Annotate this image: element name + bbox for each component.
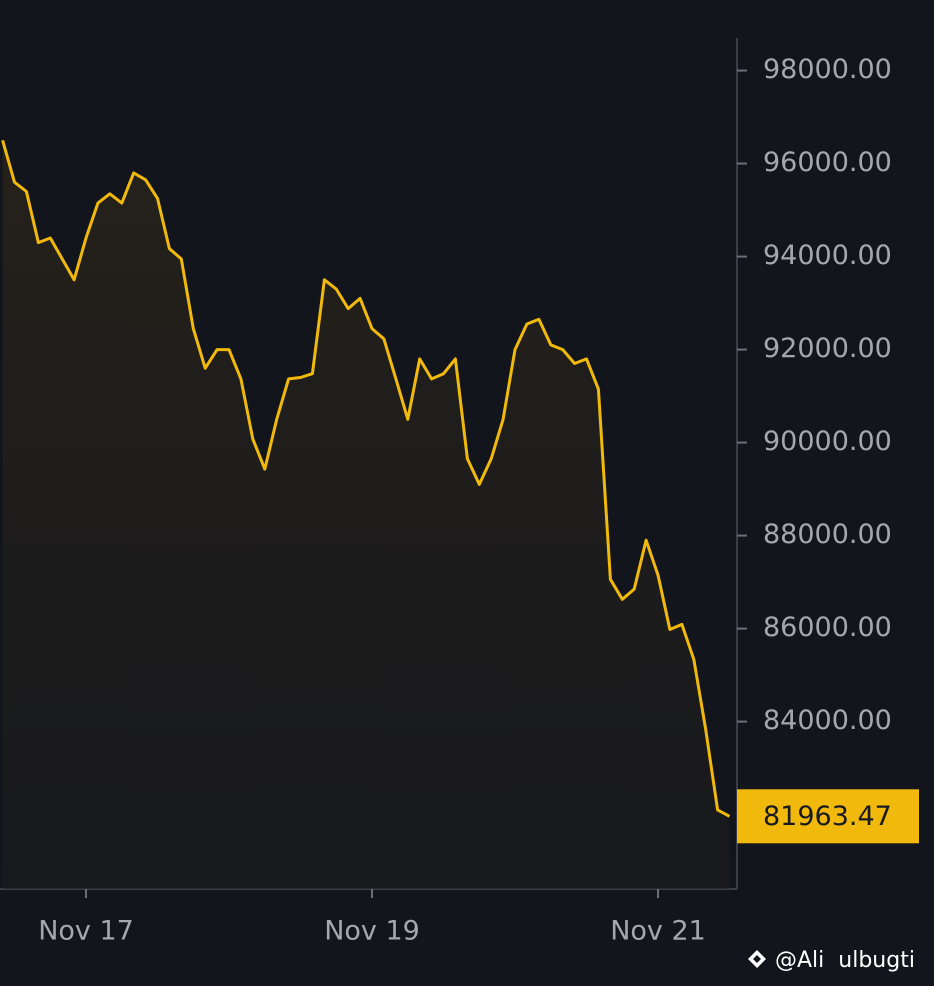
price-line: [1, 139, 731, 818]
y-tick-label: 94000.00: [763, 240, 892, 271]
watermark: @Ali ulbugti: [748, 948, 915, 973]
y-tick-label: 96000.00: [763, 147, 892, 178]
y-tick-label: 84000.00: [763, 705, 892, 736]
x-tick-label: Nov 19: [324, 916, 420, 947]
last-price-label: 81963.47: [763, 801, 892, 832]
watermark-icon: [748, 950, 766, 968]
y-tick-label: 90000.00: [763, 426, 892, 457]
y-tick-label: 92000.00: [763, 333, 892, 364]
y-tick-label: 88000.00: [763, 519, 892, 550]
last-price-badge: [737, 789, 919, 844]
x-tick-label: Nov 21: [610, 916, 706, 947]
y-tick-label: 98000.00: [763, 54, 892, 85]
x-tick-label: Nov 17: [38, 916, 134, 947]
y-tick-label: 86000.00: [763, 612, 892, 643]
watermark-text: @Ali ulbugti: [775, 948, 915, 973]
area-fill: [2, 140, 730, 890]
